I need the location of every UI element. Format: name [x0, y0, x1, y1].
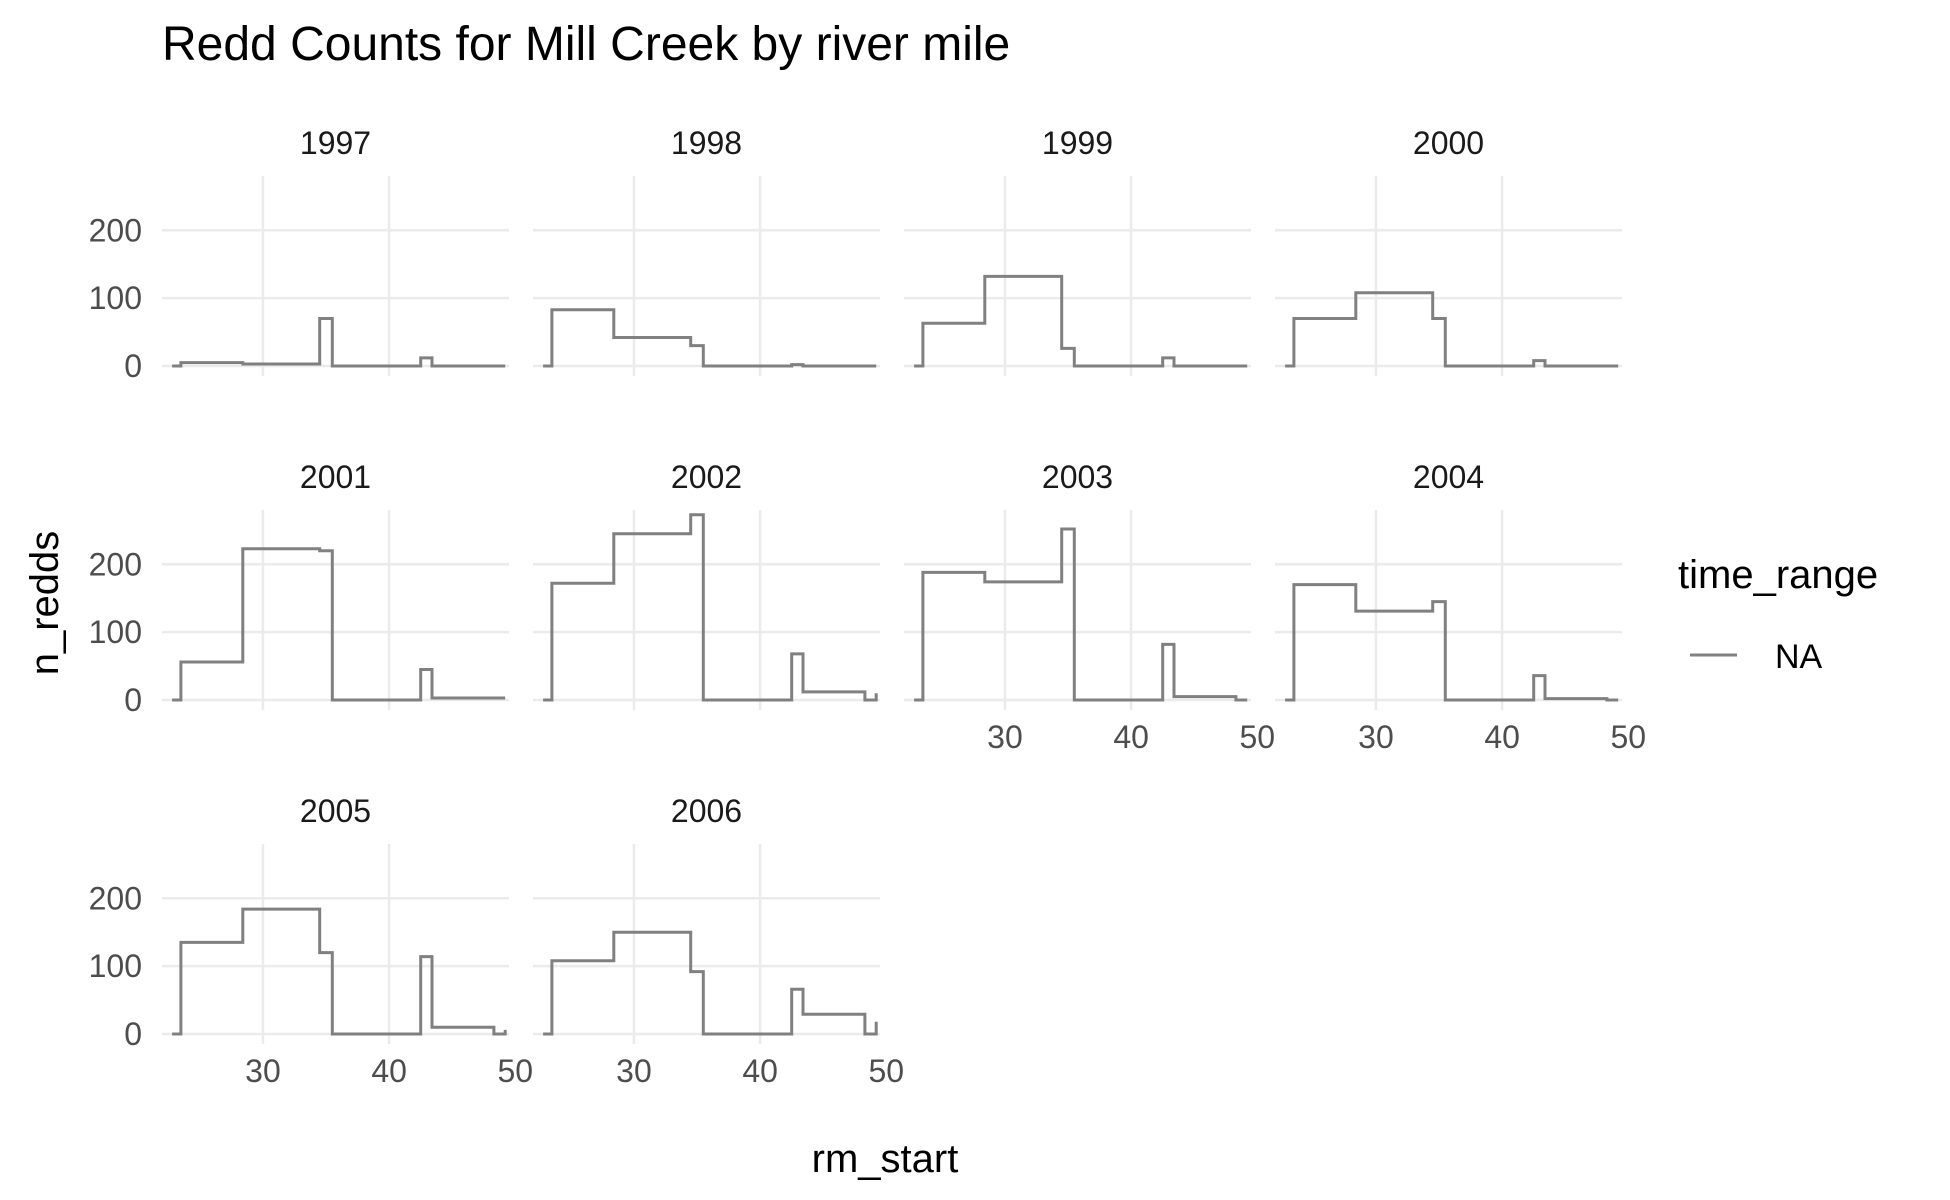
x-tick-label: 40 — [1113, 719, 1149, 755]
y-tick-label: 200 — [89, 212, 142, 248]
facet-panel: 2004 30 40 50 — [1275, 459, 1646, 755]
series-line-2000 — [1285, 291, 1619, 368]
series-line-1998 — [543, 308, 877, 368]
x-tick-label: 50 — [498, 1053, 534, 1089]
facet-strip-label: 1999 — [1042, 125, 1113, 161]
x-tick-label: 30 — [987, 719, 1023, 755]
facet-panel: 1999 — [904, 125, 1251, 376]
facet-panel: 2001 0 100 200 — [89, 459, 509, 718]
facet-strip-label: 2004 — [1413, 459, 1484, 495]
x-tick-label: 30 — [1358, 719, 1394, 755]
facet-panel: 2005 0 100 200 30 40 50 — [89, 793, 533, 1089]
facet-strip-label: 2005 — [300, 793, 371, 829]
x-tick-label: 30 — [245, 1053, 281, 1089]
series-line-1999 — [914, 274, 1248, 368]
series-line-1997 — [172, 317, 506, 368]
facet-panel: 2000 — [1275, 125, 1622, 376]
y-tick-label: 200 — [89, 880, 142, 916]
y-axis-label: n_redds — [23, 531, 67, 676]
facet-panel: 1997 0 100 200 — [89, 125, 509, 384]
y-tick-label: 100 — [89, 280, 142, 316]
x-tick-label: 50 — [869, 1053, 905, 1089]
series-line-2001 — [172, 547, 506, 702]
facet-strip-label: 2003 — [1042, 459, 1113, 495]
y-tick-label: 0 — [124, 348, 142, 384]
y-tick-label: 0 — [124, 682, 142, 718]
x-tick-label: 50 — [1611, 719, 1647, 755]
x-tick-label: 40 — [371, 1053, 407, 1089]
y-tick-label: 100 — [89, 614, 142, 650]
x-tick-label: 40 — [1484, 719, 1520, 755]
y-tick-label: 200 — [89, 546, 142, 582]
series-line-2006 — [543, 930, 878, 1036]
legend-entry-label: NA — [1775, 638, 1823, 676]
facet-panel: 2002 — [533, 459, 880, 710]
facet-panel: 2003 30 40 50 — [904, 459, 1275, 755]
facet-strip-label: 2002 — [671, 459, 742, 495]
facet-strip-label: 1998 — [671, 125, 742, 161]
x-axis-label: rm_start — [812, 1137, 959, 1181]
series-line-2005 — [172, 907, 507, 1036]
y-tick-label: 100 — [89, 948, 142, 984]
facet-strip-label: 2006 — [671, 793, 742, 829]
series-line-2004 — [1285, 583, 1619, 702]
x-tick-label: 50 — [1240, 719, 1276, 755]
facet-strip-label: 2001 — [300, 459, 371, 495]
series-line-2003 — [914, 527, 1248, 702]
y-tick-label: 0 — [124, 1016, 142, 1052]
series-line-2002 — [543, 513, 878, 702]
facet-panel: 1998 — [533, 125, 880, 376]
chart-title: Redd Counts for Mill Creek by river mile — [162, 18, 1010, 71]
legend-title: time_range — [1678, 553, 1878, 597]
x-tick-label: 40 — [742, 1053, 778, 1089]
facet-strip-label: 2000 — [1413, 125, 1484, 161]
facet-panel: 2006 30 40 50 — [533, 793, 904, 1089]
facet-strip-label: 1997 — [300, 125, 371, 161]
legend: time_range NA — [1678, 553, 1878, 676]
x-tick-label: 30 — [616, 1053, 652, 1089]
